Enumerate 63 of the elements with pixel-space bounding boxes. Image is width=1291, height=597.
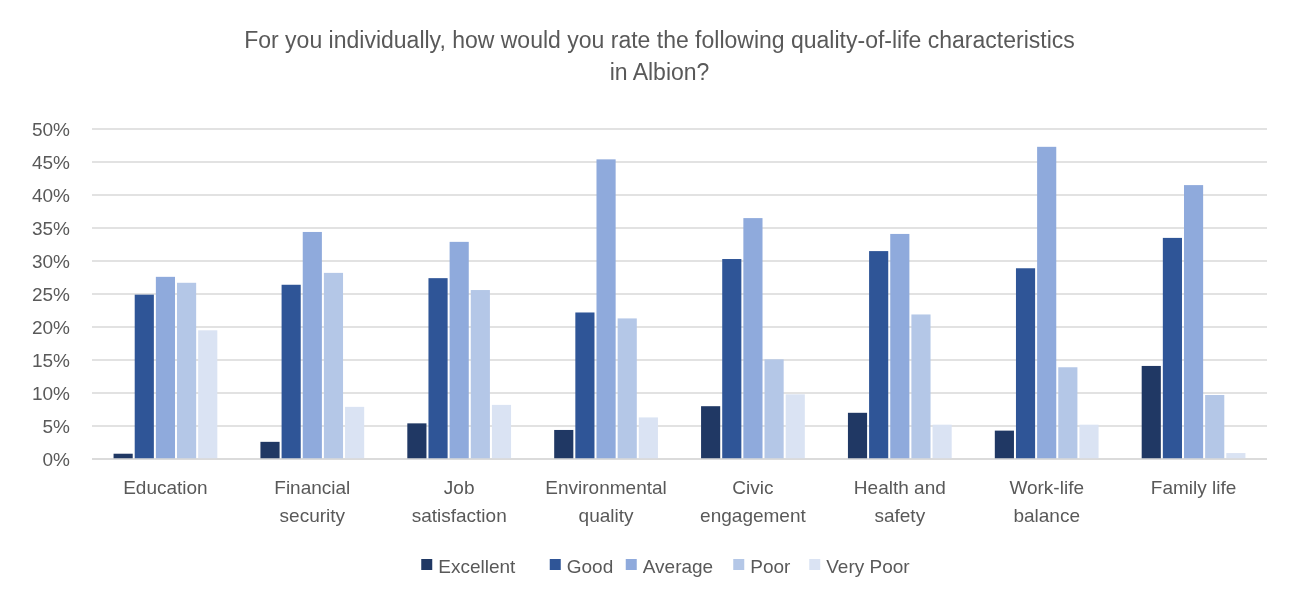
bar: [134, 294, 154, 459]
bar: [617, 318, 637, 459]
bar: [932, 424, 952, 459]
bar: [994, 430, 1014, 459]
bar: [177, 282, 197, 459]
legend-label: Very Poor: [826, 555, 911, 577]
bar: [470, 290, 490, 459]
y-tick-label: 45%: [31, 151, 71, 173]
y-tick-label: 30%: [31, 250, 71, 272]
bar: [1141, 365, 1161, 459]
x-tick-label: Family life: [1150, 477, 1237, 498]
bar: [1058, 367, 1078, 459]
bar: [554, 429, 574, 459]
bar: [1205, 394, 1225, 459]
bar: [1037, 146, 1057, 459]
x-tick-label: Financial security: [274, 477, 351, 526]
bar: [198, 330, 218, 459]
y-tick-label: 5%: [42, 415, 71, 437]
x-tick-label: Health and safety: [853, 477, 946, 526]
bar: [596, 159, 616, 459]
x-tick-label: Work-life balance: [1009, 477, 1084, 526]
y-tick-label: 0%: [42, 448, 71, 470]
legend-label: Average: [642, 555, 714, 577]
y-tick-label: 35%: [31, 217, 71, 239]
x-tick-label: Environmental quality: [545, 477, 667, 526]
bar: [155, 276, 176, 459]
bar: [575, 312, 595, 459]
bar: [722, 259, 742, 459]
bar: [847, 412, 868, 459]
legend-label: Poor: [750, 555, 792, 577]
bar: [323, 272, 344, 459]
bar: [345, 406, 365, 459]
bar: [281, 284, 301, 459]
bar: [407, 423, 427, 459]
x-tick-label: Job satisfaction: [411, 477, 507, 526]
bar: [869, 251, 889, 459]
bar: [911, 314, 931, 459]
bar: [428, 278, 448, 459]
legend-label: Excellent: [438, 555, 517, 577]
bar: [638, 417, 658, 459]
y-tick-label: 10%: [31, 382, 71, 404]
x-tick-label: Education: [123, 477, 208, 498]
bar: [302, 231, 322, 459]
y-tick-label: 25%: [31, 283, 71, 305]
legend-label: Good: [566, 555, 614, 577]
bar: [1162, 237, 1182, 459]
y-tick-label: 40%: [31, 184, 71, 206]
bar: [260, 441, 280, 459]
bar: [1015, 268, 1036, 459]
x-tick-label: Civic engagement: [700, 477, 807, 526]
bar: [1183, 185, 1204, 459]
bar: [764, 359, 784, 459]
y-tick-label: 15%: [31, 349, 71, 371]
bar: [701, 406, 721, 459]
y-tick-label: 20%: [31, 316, 71, 338]
y-tick-label: 50%: [31, 118, 71, 140]
bar: [890, 233, 910, 459]
bar: [743, 218, 763, 459]
bar: [1079, 424, 1099, 459]
chart-title: For you individually, how would you rate the following quality-of-life characteristics in Albion?: [244, 27, 1075, 85]
bar: [785, 394, 805, 459]
bar: [491, 404, 512, 459]
bar: [449, 241, 469, 459]
